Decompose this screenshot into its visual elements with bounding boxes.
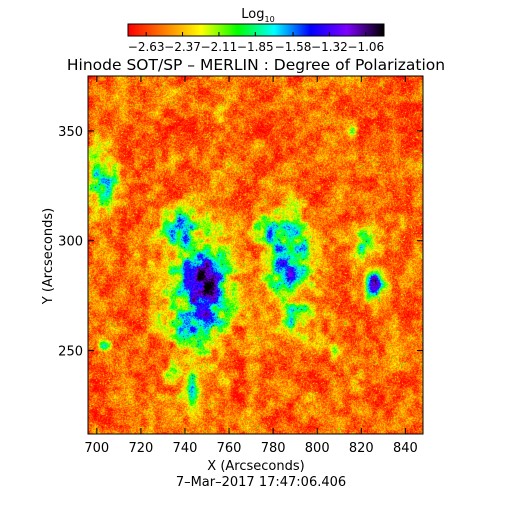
colorbar-tick-label: −1.06 <box>347 40 384 54</box>
colorbar-ticks: −2.63 −2.37 −2.11 −1.85 −1.58 −1.32 −1.06 <box>128 32 384 54</box>
colorbar-frame <box>127 23 385 37</box>
colorbar-label: Log10 <box>241 7 274 24</box>
x-tick-label: 700 <box>84 441 109 456</box>
observation-timestamp: 7–Mar–2017 17:47:06.406 <box>176 475 346 490</box>
y-tick-label: 350 <box>58 125 83 140</box>
y-tick-label: 250 <box>58 345 83 360</box>
polarization-map <box>88 76 423 434</box>
x-tick-label: 720 <box>128 441 153 456</box>
colorbar-tick-label: −1.32 <box>311 40 348 54</box>
x-tick-label: 800 <box>305 441 330 456</box>
plot-frame <box>87 75 424 435</box>
y-axis-ticks: 250 300 350 <box>58 125 423 360</box>
colorbar-tick-label: −2.63 <box>128 40 165 54</box>
x-tick-label: 820 <box>349 441 374 456</box>
x-tick-label: 840 <box>393 441 418 456</box>
colorbar <box>128 24 384 36</box>
colorbar-tick-label: −2.37 <box>164 40 201 54</box>
x-tick-label: 740 <box>173 441 198 456</box>
colorbar-tick-label: −1.85 <box>237 40 274 54</box>
x-tick-label: 780 <box>261 441 286 456</box>
chart-title: Hinode SOT/SP – MERLIN : Degree of Polar… <box>67 56 445 74</box>
x-axis-label: X (Arcseconds) <box>207 459 304 474</box>
y-axis-label: Y (Arcseconds) <box>41 208 56 305</box>
x-tick-label: 760 <box>217 441 242 456</box>
colorbar-tick-label: −2.11 <box>201 40 238 54</box>
y-tick-label: 300 <box>58 235 83 250</box>
colorbar-tick-label: −1.58 <box>275 40 312 54</box>
x-axis-ticks: 700 720 740 760 780 800 820 840 <box>84 76 418 456</box>
